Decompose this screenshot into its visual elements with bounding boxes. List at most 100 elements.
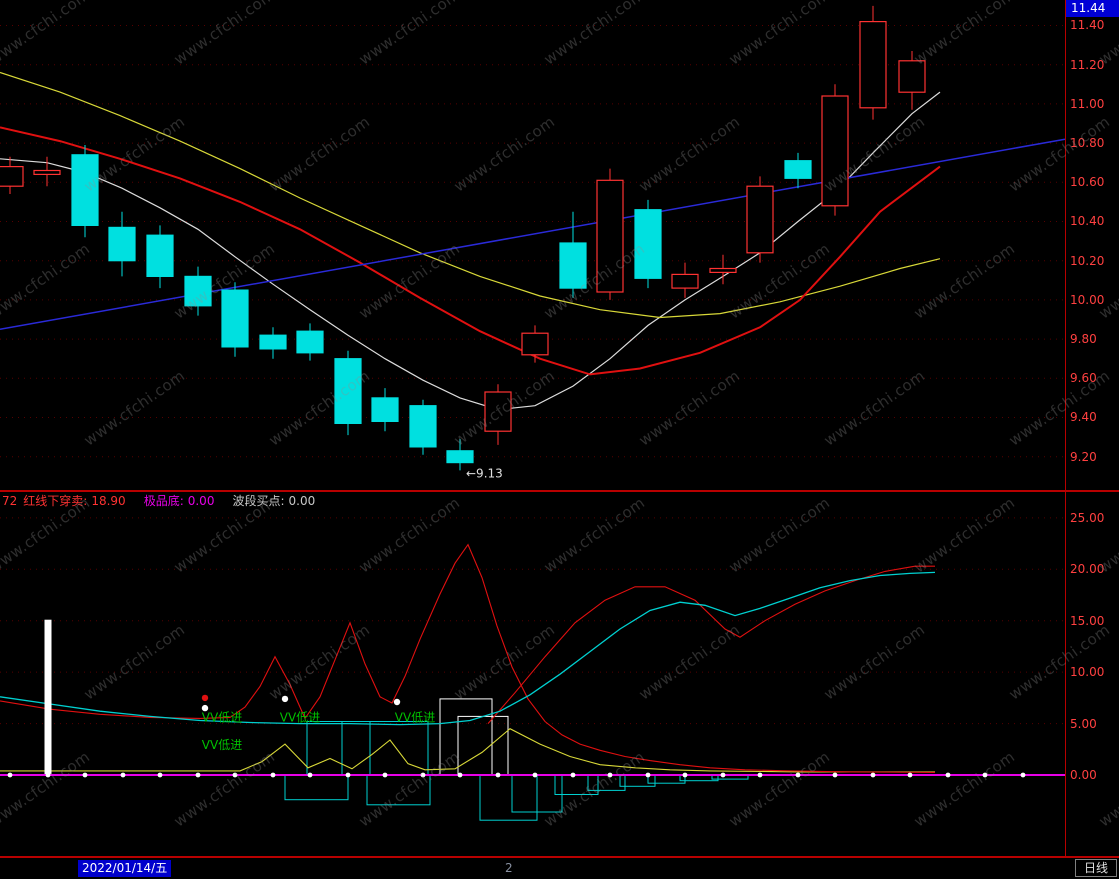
zero-line-dot — [907, 772, 913, 778]
bottom-signal-value: 0.00 — [187, 494, 215, 508]
bottom-signal-readout: 极品底: 0.00 — [144, 494, 215, 508]
indicator-box — [479, 774, 538, 821]
signal-dot — [393, 698, 401, 706]
zero-line-dot — [307, 772, 313, 778]
zero-line-dot — [570, 772, 576, 778]
candle-up — [859, 21, 887, 109]
zero-line-dot — [532, 772, 538, 778]
buy-signal-label: VV低进 — [395, 710, 435, 724]
candlestick-panel[interactable]: ←9.13 — [0, 0, 1065, 490]
candle-down — [259, 334, 287, 350]
price-tick-label: 10.20 — [1070, 254, 1105, 268]
sell-signal-value: 18.90 — [91, 494, 126, 508]
candle-up — [821, 95, 849, 207]
sell-signal-readout: 红线下穿卖: 18.90 — [23, 494, 125, 508]
zero-line-dot — [120, 772, 126, 778]
buy-signal-label: VV低进 — [202, 710, 242, 724]
bottom-signal-label: 极品底: — [143, 494, 184, 508]
zero-line-dot — [720, 772, 726, 778]
zero-line-dot — [7, 772, 13, 778]
candle-down — [146, 234, 174, 277]
zero-line-dot — [157, 772, 163, 778]
price-tick-label: 20.00 — [1070, 562, 1105, 576]
signal-red — [487, 565, 935, 724]
buy-signal-label: VV低进 — [280, 710, 320, 724]
candle-down — [296, 330, 324, 354]
candle-up — [746, 185, 774, 254]
buy-signal-label: VV低进 — [202, 738, 242, 752]
price-tick-label: 10.60 — [1070, 175, 1105, 189]
zero-line-dot — [382, 772, 388, 778]
price-tick-label: 15.00 — [1070, 614, 1105, 628]
zero-line-dot — [982, 772, 988, 778]
indicator-box — [647, 774, 686, 784]
fast-red — [0, 543, 936, 773]
slow-cyan — [0, 571, 936, 726]
candle-up — [521, 332, 549, 356]
period-selector[interactable]: 日线 — [1074, 859, 1117, 877]
indicator-bar — [44, 619, 52, 775]
sell-signal-label: 红线下穿卖: — [23, 494, 88, 508]
candle-down — [634, 209, 662, 279]
candle-down — [409, 405, 437, 448]
candle-down — [446, 450, 474, 464]
price-tick-label: 11.40 — [1070, 18, 1105, 32]
panel-divider — [0, 490, 1119, 492]
indicator-box — [306, 721, 371, 776]
candle-down — [334, 358, 362, 425]
indicator-box — [554, 774, 599, 795]
zero-line-dot — [420, 772, 426, 778]
indicator-value-fragment: 72 — [2, 494, 18, 508]
status-bar: 2022/01/14/五 2 日线 — [0, 858, 1119, 879]
zero-line-dot — [832, 772, 838, 778]
price-tick-label: 9.80 — [1070, 332, 1097, 346]
zero-line-dot — [757, 772, 763, 778]
zero-line-dot — [82, 772, 88, 778]
indicator-box — [439, 698, 493, 776]
zero-line-dot — [607, 772, 613, 778]
candle-down — [221, 289, 249, 348]
latest-price-marker: 11.44 — [1066, 0, 1119, 17]
timeline-month-label: 2 — [505, 861, 513, 875]
panel-bottom-border — [0, 856, 1119, 858]
ma-yellow — [0, 71, 941, 319]
signal-dot — [281, 695, 289, 703]
zero-line-dot — [645, 772, 651, 778]
price-tick-label: 11.20 — [1070, 58, 1105, 72]
candle-up — [709, 267, 737, 274]
zero-line-dot — [682, 772, 688, 778]
candle-up — [33, 169, 61, 176]
candle-up — [0, 166, 24, 187]
indicator-chart[interactable]: VV低进 VV低进 VV低进 VV低进 — [0, 492, 1065, 856]
candle-down — [108, 226, 136, 262]
candlestick-chart[interactable]: ←9.13 — [0, 0, 1065, 490]
price-tick-label: 10.40 — [1070, 214, 1105, 228]
price-tick-label: 9.20 — [1070, 450, 1097, 464]
price-tick-label: 0.00 — [1070, 768, 1097, 782]
zero-line-dot — [195, 772, 201, 778]
date-indicator[interactable]: 2022/01/14/五 — [78, 860, 172, 877]
zero-line-dot — [945, 772, 951, 778]
indicator-panel[interactable]: VV低进 VV低进 VV低进 VV低进 — [0, 492, 1065, 856]
price-tick-label: 11.00 — [1070, 97, 1105, 111]
band-buy-value: 0.00 — [288, 494, 316, 508]
zero-line-dot — [795, 772, 801, 778]
price-tick-label: 10.80 — [1070, 136, 1105, 150]
candle-down — [184, 275, 212, 307]
candle-up — [898, 60, 926, 93]
aux-yellow — [0, 728, 935, 773]
zero-line-dot — [232, 772, 238, 778]
indicator-box — [366, 774, 431, 806]
candle-up — [671, 273, 699, 289]
price-tick-label: 5.00 — [1070, 717, 1097, 731]
zero-line-dot — [45, 772, 51, 778]
zero-line-dot — [1020, 772, 1026, 778]
ma-red — [0, 126, 941, 376]
price-tick-label: 9.40 — [1070, 410, 1097, 424]
price-tick-label: 10.00 — [1070, 293, 1105, 307]
axis-border-line — [1065, 0, 1066, 858]
price-tick-label: 10.00 — [1070, 665, 1105, 679]
candle-down — [371, 397, 399, 422]
candle-up — [484, 391, 512, 432]
